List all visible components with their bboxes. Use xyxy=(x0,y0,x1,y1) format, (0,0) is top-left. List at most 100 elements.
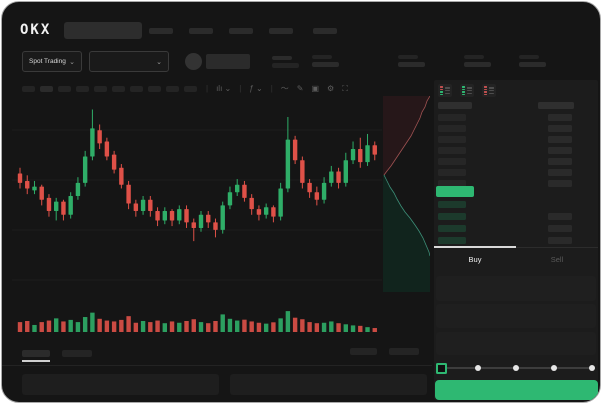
orderbook-header xyxy=(434,102,598,109)
nav-item[interactable] xyxy=(313,28,337,34)
order-book xyxy=(434,100,598,250)
okx-logo: OKX xyxy=(20,22,52,38)
candle xyxy=(162,211,167,221)
interval-button[interactable] xyxy=(166,86,179,92)
volume-bar xyxy=(17,322,23,332)
ask-row[interactable] xyxy=(434,169,598,176)
candle xyxy=(242,184,247,198)
footer-panel-right[interactable] xyxy=(230,374,427,395)
indicator-icon[interactable]: ƒ ⌄ xyxy=(249,84,263,93)
bid-row[interactable] xyxy=(434,201,598,208)
bottom-action-right[interactable] xyxy=(389,348,419,355)
volume-bar xyxy=(336,323,341,332)
orderbook-mode-all-icon[interactable] xyxy=(438,84,452,97)
candle xyxy=(227,192,233,206)
bid-row[interactable] xyxy=(434,213,598,220)
interval-button[interactable] xyxy=(112,86,125,92)
interval-button[interactable] xyxy=(148,86,161,92)
volume-bar xyxy=(39,322,44,332)
volume-bar xyxy=(256,322,262,332)
screenshot-icon[interactable]: ▣ xyxy=(311,84,320,93)
nav-item[interactable] xyxy=(189,28,213,34)
stat-value-placeholder xyxy=(464,62,491,67)
nav-item[interactable] xyxy=(269,28,293,34)
bottom-action-left[interactable] xyxy=(350,348,377,355)
tab-buy[interactable]: Buy xyxy=(468,255,482,264)
volume-bar xyxy=(372,328,377,332)
fullscreen-icon[interactable]: ⛶ xyxy=(342,84,348,93)
amount-slider[interactable] xyxy=(436,363,595,374)
ask-row[interactable] xyxy=(434,136,598,143)
stat-label-placeholder xyxy=(312,55,332,59)
candle xyxy=(111,154,117,170)
interval-button[interactable] xyxy=(184,86,197,92)
volume-bar xyxy=(140,321,146,332)
bottom-tab[interactable] xyxy=(62,350,92,357)
candle xyxy=(17,173,23,183)
ask-row[interactable] xyxy=(434,147,598,154)
slider-stop[interactable] xyxy=(475,365,481,371)
interval-button[interactable] xyxy=(130,86,143,92)
depth-chart[interactable] xyxy=(383,96,430,292)
bottom-tab-active[interactable] xyxy=(22,350,50,357)
draw-tool-icon[interactable]: ✎ xyxy=(296,84,304,93)
interval-button[interactable] xyxy=(40,86,53,92)
slider-stop[interactable] xyxy=(513,365,519,371)
orderbook-mode-asks-icon[interactable] xyxy=(482,84,496,97)
volume-bar xyxy=(235,320,240,332)
nav-item[interactable] xyxy=(229,28,253,34)
ask-row[interactable] xyxy=(434,158,598,165)
volume-bar xyxy=(148,322,153,332)
last-price-indicator[interactable] xyxy=(436,186,474,197)
chart-style-icon[interactable]: ılı ⌄ xyxy=(216,84,232,93)
line-tool-icon[interactable]: 〜 xyxy=(280,84,289,93)
volume-bar xyxy=(54,318,59,332)
volume-bar xyxy=(162,323,167,332)
volume-bar xyxy=(75,322,81,332)
tab-sell[interactable]: Sell xyxy=(550,255,564,264)
footer-panel-left[interactable] xyxy=(22,374,219,395)
volume-bar xyxy=(32,324,37,332)
candle xyxy=(177,209,182,221)
bid-row[interactable] xyxy=(434,237,598,244)
pair-name-placeholder xyxy=(206,54,250,69)
total-field[interactable] xyxy=(436,332,596,355)
ask-row[interactable] xyxy=(434,125,598,132)
stat-value-placeholder xyxy=(398,62,425,67)
slider-stop[interactable] xyxy=(589,365,595,371)
volume-bar xyxy=(292,317,298,332)
nav-item[interactable] xyxy=(149,28,173,34)
candlestick-chart[interactable] xyxy=(12,100,382,338)
candle xyxy=(235,184,240,193)
stat-label-placeholder xyxy=(519,55,539,59)
bid-row[interactable] xyxy=(434,225,598,232)
volume-bar xyxy=(343,324,348,332)
orderbook-mode-switcher xyxy=(438,84,496,97)
ask-row[interactable] xyxy=(434,180,598,187)
interval-button[interactable] xyxy=(94,86,107,92)
volume-bar xyxy=(213,321,218,332)
candle xyxy=(155,211,160,221)
candle xyxy=(292,139,298,161)
candle xyxy=(220,205,225,230)
chevron-down-icon: ⌄ xyxy=(156,58,162,66)
orderbook-mode-bids-icon[interactable] xyxy=(460,84,474,97)
amount-field[interactable] xyxy=(436,304,596,328)
candle xyxy=(169,211,175,221)
slider-handle[interactable] xyxy=(436,363,447,374)
pair-selector-dropdown[interactable]: ⌄ xyxy=(89,51,169,72)
buy-submit-button[interactable] xyxy=(435,380,598,400)
ask-row[interactable] xyxy=(434,114,598,121)
search-input[interactable] xyxy=(64,22,142,39)
candle xyxy=(39,186,44,200)
interval-button[interactable] xyxy=(76,86,89,92)
settings-icon[interactable]: ⚙ xyxy=(327,84,335,93)
market-type-dropdown[interactable]: Spot Trading ⌄ xyxy=(22,51,82,72)
slider-stop[interactable] xyxy=(551,365,557,371)
price-field[interactable] xyxy=(436,276,596,301)
active-tab-indicator xyxy=(434,246,516,248)
interval-button[interactable] xyxy=(22,86,35,92)
interval-button[interactable] xyxy=(58,86,71,92)
volume-bar xyxy=(169,321,175,332)
candle xyxy=(82,156,88,183)
